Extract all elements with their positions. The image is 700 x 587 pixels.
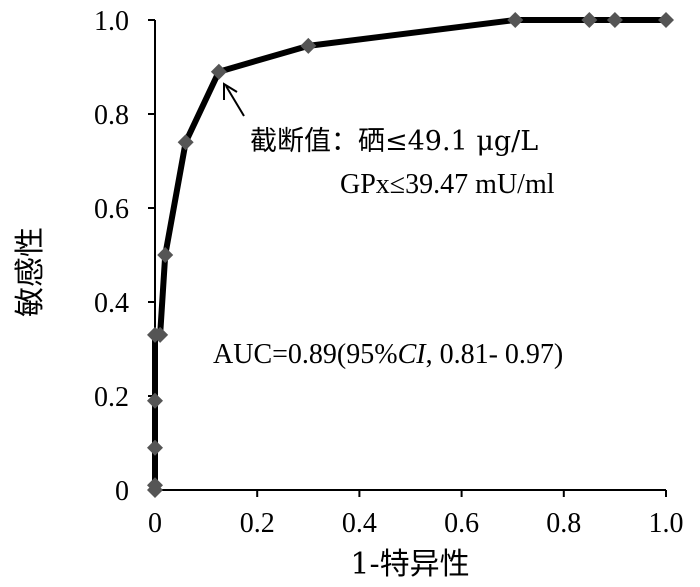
y-axis-title: 敏感性: [13, 227, 48, 317]
x-tick-label: 0.4: [342, 508, 377, 539]
roc-point: [157, 247, 174, 263]
x-tick-label: 0.2: [240, 508, 275, 539]
cutoff-annotation-line1: 截断值：硒≤49.1 μg/L: [250, 126, 538, 157]
roc-point: [147, 392, 163, 409]
y-tick-label: 0.2: [94, 382, 129, 413]
x-tick-label: 0: [148, 508, 162, 539]
y-tick-label: 1.0: [94, 6, 129, 37]
y-axis-ticks: 0 0.2 0.4 0.6 0.8 1.0: [94, 6, 155, 507]
cutoff-annotation-line2: GPx≤39.47 mU/ml: [340, 169, 555, 200]
roc-point: [606, 12, 623, 28]
y-tick-label: 0.4: [94, 288, 129, 319]
y-tick-label: 0.8: [94, 100, 129, 131]
y-tick-label: 0.6: [94, 194, 129, 225]
x-tick-label: 0.8: [546, 508, 581, 539]
auc-prefix: AUC=0.89(95%: [213, 339, 398, 370]
roc-point: [210, 63, 227, 80]
auc-annotation: AUC=0.89(95%CI, 0.81- 0.97): [213, 339, 563, 370]
roc-point: [177, 134, 194, 151]
roc-point: [152, 326, 169, 343]
x-tick-label: 0.6: [444, 508, 479, 539]
roc-curve-line: [152, 17, 669, 493]
roc-point: [147, 439, 163, 456]
x-axis-title: 1-特异性: [350, 547, 469, 582]
roc-point: [507, 12, 524, 28]
roc-point: [581, 12, 598, 28]
cutoff-arrow-shaft: [225, 85, 245, 117]
roc-markers: [147, 12, 674, 498]
x-axis-ticks: 0 0.2 0.4 0.6 0.8 1.0: [148, 490, 684, 539]
auc-suffix: , 0.81- 0.97): [426, 339, 564, 370]
roc-point: [658, 12, 674, 28]
auc-ci: CI: [398, 339, 428, 370]
y-tick-label: 0: [115, 476, 129, 507]
roc-point: [300, 37, 317, 54]
cutoff-arrow-head: [223, 82, 238, 100]
roc-point: [147, 477, 163, 494]
x-tick-label: 1.0: [649, 508, 684, 539]
